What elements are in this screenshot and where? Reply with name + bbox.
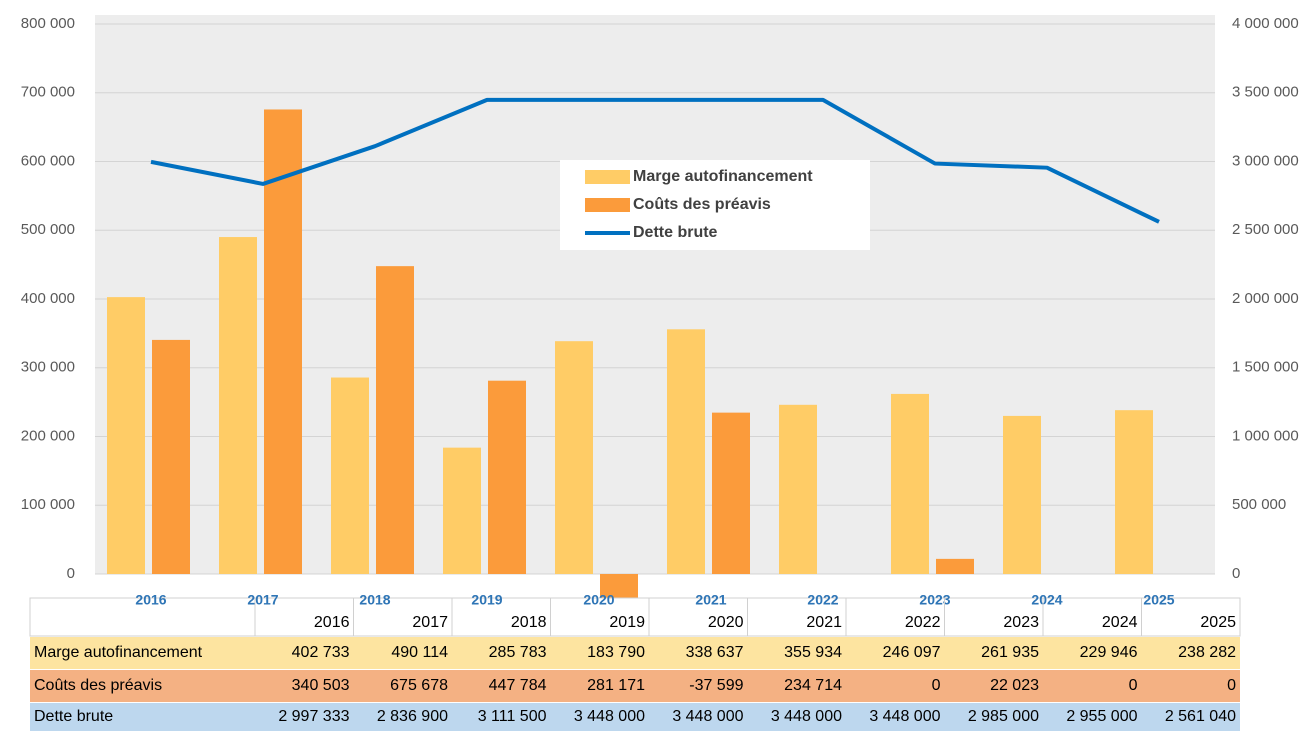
x-tick-label: 2025 [1143, 592, 1174, 608]
table-cell: 3 448 000 [574, 708, 645, 725]
x-tick-label: 2017 [247, 592, 278, 608]
table-cell: 338 637 [686, 644, 744, 661]
table-cell: 2 836 900 [377, 708, 448, 725]
bar [779, 404, 817, 574]
x-tick-label: 2019 [471, 592, 502, 608]
table-cell: 2 985 000 [968, 708, 1039, 725]
x-tick-label: 2016 [135, 592, 166, 608]
y-tick-label: 600 000 [21, 152, 75, 169]
table-cell: 675 678 [390, 677, 448, 694]
table-cell: 0 [1227, 677, 1236, 694]
y2-tick-label: 4 000 000 [1232, 15, 1299, 32]
table-header-cell: 2018 [511, 614, 547, 631]
table-cell: 183 790 [587, 644, 645, 661]
legend-swatch [585, 170, 630, 184]
bar [555, 341, 593, 574]
table-row-label: Dette brute [34, 708, 113, 725]
bar [667, 329, 705, 574]
y-tick-label: 0 [67, 565, 75, 582]
table-header-cell: 2024 [1102, 614, 1138, 631]
x-tick-label: 2024 [1031, 592, 1062, 608]
table-header-cell: 2021 [806, 614, 842, 631]
table-cell: 355 934 [784, 644, 842, 661]
table-header-cell: 2019 [609, 614, 645, 631]
x-tick-label: 2020 [583, 592, 614, 608]
table-cell: 490 114 [391, 644, 448, 661]
bar [600, 574, 638, 600]
bar [1003, 415, 1041, 574]
table-header-cell: 2025 [1200, 614, 1236, 631]
y-tick-label: 500 000 [21, 221, 75, 238]
y-tick-label: 400 000 [21, 290, 75, 307]
table-cell: 246 097 [883, 644, 941, 661]
legend-label: Coûts des préavis [633, 196, 771, 213]
bar [376, 266, 414, 574]
bar [443, 447, 481, 574]
y2-tick-label: 500 000 [1232, 496, 1286, 513]
table-cell: 229 946 [1080, 644, 1138, 661]
bar [712, 412, 750, 574]
table-header-cell: 2017 [412, 614, 448, 631]
table-cell: 3 448 000 [869, 708, 940, 725]
table-cell: 340 503 [292, 677, 350, 694]
y-tick-label: 700 000 [21, 84, 75, 101]
y-tick-label: 200 000 [21, 427, 75, 444]
table-header-cell: 2016 [314, 614, 350, 631]
table-row [30, 703, 1240, 731]
y2-tick-label: 1 000 000 [1232, 427, 1299, 444]
bar [331, 377, 369, 574]
table-row [30, 637, 1240, 669]
table-row-label: Coûts des préavis [34, 677, 162, 694]
table-cell: 0 [932, 677, 941, 694]
y2-tick-label: 2 000 000 [1232, 290, 1299, 307]
table-cell: 402 733 [292, 644, 350, 661]
table-cell: -37 599 [689, 677, 743, 694]
table-cell: 261 935 [981, 644, 1039, 661]
bar [891, 393, 929, 574]
table-header [29, 597, 1241, 637]
table-cell: 285 783 [489, 644, 547, 661]
legend-swatch [585, 198, 630, 212]
y-tick-label: 300 000 [21, 359, 75, 376]
table-cell: 3 111 500 [478, 708, 547, 725]
y2-tick-label: 1 500 000 [1232, 359, 1299, 376]
table-header-cell: 2022 [905, 614, 941, 631]
table-cell: 22 023 [990, 677, 1039, 694]
x-tick-label: 2021 [695, 592, 726, 608]
bar [219, 237, 257, 574]
table-cell: 2 955 000 [1066, 708, 1137, 725]
bar [264, 109, 302, 574]
table-row [30, 670, 1240, 702]
table-cell: 2 997 333 [278, 708, 349, 725]
table-cell: 238 282 [1178, 644, 1236, 661]
table-header-cell: 2020 [708, 614, 744, 631]
y2-tick-label: 0 [1232, 565, 1240, 582]
y-tick-label: 800 000 [21, 15, 75, 32]
x-tick-label: 2023 [919, 592, 950, 608]
bar [936, 558, 974, 574]
table-row-label: Marge autofinancement [34, 644, 203, 661]
table-cell: 3 448 000 [771, 708, 842, 725]
table-cell: 447 784 [489, 677, 547, 694]
y2-tick-label: 2 500 000 [1232, 221, 1299, 238]
legend-label: Marge autofinancement [633, 168, 813, 185]
y2-tick-label: 3 000 000 [1232, 152, 1299, 169]
x-tick-label: 2022 [807, 592, 838, 608]
bar [107, 297, 145, 574]
bar [152, 339, 190, 574]
y-tick-label: 100 000 [21, 496, 75, 513]
table-cell: 234 714 [784, 677, 842, 694]
y2-tick-label: 3 500 000 [1232, 84, 1299, 101]
x-tick-label: 2018 [359, 592, 390, 608]
table-cell: 3 448 000 [672, 708, 743, 725]
table-header-cell: 2023 [1003, 614, 1039, 631]
legend-label: Dette brute [633, 224, 718, 241]
table-cell: 0 [1129, 677, 1138, 694]
table-cell: 2 561 040 [1165, 708, 1236, 725]
bar [488, 380, 526, 574]
table-cell: 281 171 [587, 677, 645, 694]
bar [1115, 410, 1153, 574]
line [150, 97, 1160, 224]
